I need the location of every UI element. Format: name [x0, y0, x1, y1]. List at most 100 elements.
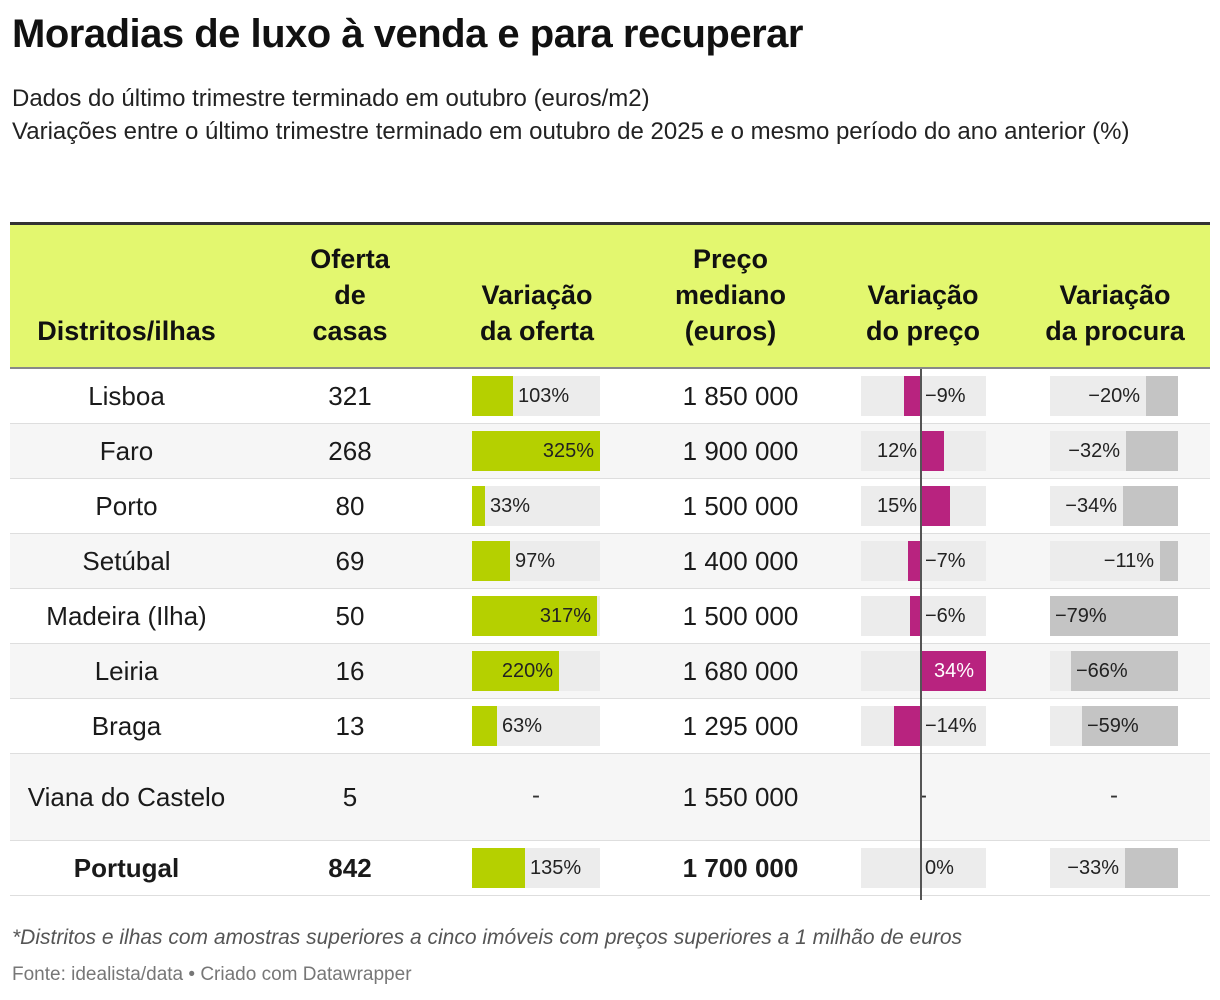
offer-var-track: 317%: [472, 596, 600, 636]
offer-var-bar: [472, 541, 510, 581]
table-row: Faro 268 1 900 000 325% 12% −32%: [10, 424, 1210, 479]
cell-district: Setúbal: [82, 546, 171, 576]
offer-var-track: 325%: [472, 431, 600, 471]
demand-var-track: −59%: [1050, 706, 1178, 746]
cell-offer: 268: [328, 436, 372, 466]
demand-var-track: −11%: [1050, 541, 1178, 581]
demand-var-label: −79%: [1055, 605, 1107, 627]
demand-var-label: −34%: [1065, 495, 1117, 517]
cell-district: Faro: [99, 436, 154, 466]
demand-var-bar: [1123, 486, 1178, 526]
offer-var-label: 325%: [542, 440, 594, 462]
cell-district: Madeira (Ilha): [46, 601, 207, 631]
price-var-label: 34%: [934, 660, 975, 682]
header-price-var: Variação do preço: [865, 280, 980, 346]
offer-var-bar: [472, 431, 600, 471]
price-var-label: −9%: [925, 385, 966, 407]
price-var-zero-axis: [920, 369, 922, 900]
demand-var-label: −59%: [1087, 715, 1139, 737]
demand-var-track: −66%: [1050, 651, 1178, 691]
price-var-label: −14%: [925, 715, 977, 737]
price-var-bar: [921, 486, 950, 526]
subtitle-line-1: Dados do último trimestre terminado em o…: [12, 85, 650, 112]
price-var-track: 0%: [861, 848, 986, 888]
cell-price: 1 500 000: [682, 601, 799, 631]
offer-var-track: 135%: [472, 848, 600, 888]
demand-var-bar: [1146, 376, 1178, 416]
demand-var-label: −11%: [1103, 550, 1154, 572]
demand-var-label: −33%: [1067, 857, 1119, 879]
price-var-track: 15%: [861, 486, 986, 526]
cell-district: Porto: [95, 491, 158, 521]
table-row: Braga 13 1 295 000 63% −14% −59%: [10, 699, 1210, 754]
price-var-label: 0%: [925, 857, 954, 879]
price-var-track: −9%: [861, 376, 986, 416]
demand-var-track: −20%: [1050, 376, 1178, 416]
table-header: Distritos/ilhas Oferta de casas Variação…: [10, 225, 1210, 369]
demand-var-bar: [1082, 706, 1178, 746]
header-price: Preço mediano (euros): [674, 244, 787, 346]
price-var-bar: [921, 651, 986, 691]
offer-var-dash: -: [532, 782, 540, 809]
demand-var-bar: [1071, 651, 1178, 691]
price-var-bar: [904, 376, 921, 416]
offer-var-label: 63%: [502, 715, 543, 737]
cell-district: Viana do Castelo: [27, 782, 226, 812]
offer-var-label: 33%: [490, 495, 531, 517]
header-offer-var: Variação da oferta: [479, 280, 595, 346]
offer-var-label: 97%: [515, 550, 556, 572]
demand-var-bar: [1160, 541, 1178, 581]
cell-district: Portugal: [73, 853, 180, 883]
price-var-bar: [910, 596, 921, 636]
cell-offer: 16: [335, 656, 365, 686]
table-row: Viana do Castelo 5 1 550 000 - - -: [10, 754, 1210, 841]
price-var-dash: -: [919, 782, 927, 809]
cell-offer: 321: [328, 381, 372, 411]
offer-var-bar: [472, 376, 513, 416]
price-var-bar: [894, 706, 921, 746]
subtitle-line-2: Variações entre o último trimestre termi…: [12, 118, 1130, 145]
demand-var-bar: [1050, 596, 1178, 636]
table-row: Portugal 842 1 700 000 135% 0% −33%: [10, 841, 1210, 896]
demand-var-track: −33%: [1050, 848, 1178, 888]
offer-var-track: 97%: [472, 541, 600, 581]
offer-var-track: 103%: [472, 376, 600, 416]
table-row: Setúbal 69 1 400 000 97% −7% −11%: [10, 534, 1210, 589]
offer-var-bar: [472, 706, 497, 746]
cell-offer: 50: [335, 601, 365, 631]
table-row: Porto 80 1 500 000 33% 15% −34%: [10, 479, 1210, 534]
cell-district: Leiria: [94, 656, 159, 686]
cell-price: 1 550 000: [682, 782, 799, 812]
cell-price: 1 400 000: [682, 546, 799, 576]
cell-offer: 69: [335, 546, 365, 576]
price-var-bar: [908, 541, 921, 581]
offer-var-track: 63%: [472, 706, 600, 746]
demand-var-dash: -: [1110, 782, 1118, 809]
offer-var-label: 317%: [539, 605, 591, 627]
price-var-label: 15%: [876, 495, 917, 517]
offer-var-bar: [472, 596, 597, 636]
offer-var-bar: [472, 651, 559, 691]
price-var-label: 12%: [876, 440, 917, 462]
chart-subtitle: Dados do último trimestre terminado em o…: [12, 82, 1202, 148]
demand-var-label: −20%: [1088, 385, 1140, 407]
offer-var-track: 33%: [472, 486, 600, 526]
demand-var-label: −32%: [1068, 440, 1120, 462]
header-offer: Oferta de casas: [310, 244, 390, 346]
demand-var-track: −34%: [1050, 486, 1178, 526]
demand-var-track: −79%: [1050, 596, 1178, 636]
demand-var-bar: [1125, 848, 1178, 888]
price-var-label: −6%: [925, 605, 966, 627]
data-table: Distritos/ilhas Oferta de casas Variação…: [10, 222, 1210, 900]
price-var-track: 12%: [861, 431, 986, 471]
cell-district: Braga: [91, 711, 162, 741]
header-demand-var: Variação da procura: [1045, 280, 1185, 346]
cell-price: 1 500 000: [682, 491, 799, 521]
source-line: Fonte: idealista/data • Criado com Dataw…: [12, 964, 412, 985]
price-var-label: −7%: [925, 550, 966, 572]
price-var-track: 34%: [861, 651, 986, 691]
cell-offer: 5: [342, 782, 358, 812]
table-row: Lisboa 321 1 850 000 103% −9% −20%: [10, 369, 1210, 424]
price-var-bar: [921, 431, 944, 471]
cell-offer: 842: [328, 853, 372, 883]
